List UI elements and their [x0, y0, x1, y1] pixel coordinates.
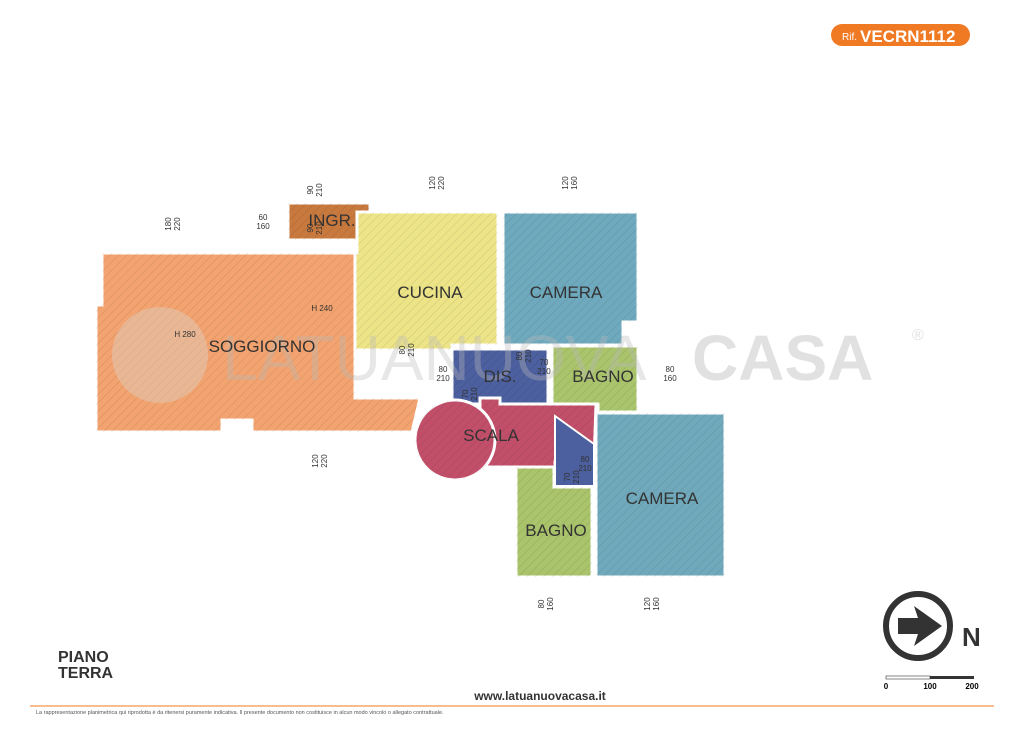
room-hatch — [596, 413, 725, 577]
room-label: CUCINA — [397, 283, 463, 302]
opening-dimension: 220 — [437, 176, 446, 190]
opening-dimension: 70 — [461, 389, 470, 398]
opening-dimension: 120 — [561, 176, 570, 190]
room-hatch — [355, 212, 498, 350]
opening-dimension: 120 — [428, 176, 437, 190]
opening-dimension: 210 — [407, 343, 416, 357]
height-label: H 240 — [311, 304, 333, 313]
opening-dimension: 160 — [570, 176, 579, 190]
opening-dimension: 80 — [515, 351, 524, 360]
opening-dimension: 210 — [470, 387, 479, 401]
ref-badge — [831, 24, 970, 46]
room-label: SCALA — [463, 426, 519, 445]
opening-dimension: 220 — [320, 454, 329, 468]
room — [554, 414, 595, 487]
scale-label: 100 — [923, 682, 937, 691]
ref-prefix: Rif. — [842, 32, 857, 43]
room-hatch — [415, 400, 495, 480]
room-label: SOGGIORNO — [209, 337, 316, 356]
watermark-logo — [112, 307, 208, 403]
room-label: BAGNO — [572, 367, 633, 386]
room-hatch — [288, 203, 370, 240]
opening-dimension: 120 — [311, 454, 320, 468]
floor-label: TERRA — [58, 665, 114, 682]
watermark: LATUANUOVA CASA ® — [112, 307, 924, 403]
opening-dimension: 210 — [315, 221, 324, 235]
scale-bar — [885, 675, 931, 680]
room-label: BAGNO — [525, 521, 586, 540]
room-hatch — [452, 349, 548, 404]
room-label: DIS. — [483, 367, 516, 386]
room-label: CAMERA — [626, 489, 699, 508]
height-label: H 280 — [174, 330, 196, 339]
opening-dimension: 160 — [256, 222, 270, 231]
room-hatch — [552, 346, 638, 412]
opening-dimension: 60 — [259, 213, 268, 222]
opening-dimension: 210 — [578, 464, 592, 473]
ref-code: VECRN1112 — [860, 27, 955, 46]
opening-dimension: 70 — [563, 472, 572, 481]
opening-dimension: 120 — [643, 597, 652, 611]
opening-dimension: 80 — [666, 365, 675, 374]
room-hatch — [516, 467, 592, 577]
room-label: CAMERA — [530, 283, 603, 302]
floor-label: PIANO — [58, 649, 109, 666]
compass-ring — [883, 591, 953, 661]
opening-dimension: 90 — [306, 223, 315, 232]
scale-label: 0 — [884, 682, 889, 691]
watermark-light: LATUANUOVA — [222, 322, 647, 394]
opening-dimension: 210 — [537, 367, 551, 376]
disclaimer: La rappresentazione planimetrica qui rip… — [36, 710, 444, 716]
opening-dimension: 160 — [652, 597, 661, 611]
room-hatch — [503, 212, 638, 345]
opening-dimension: 80 — [537, 599, 546, 608]
opening-dimension: 210 — [572, 470, 581, 484]
opening-dimension: 160 — [546, 597, 555, 611]
scale-bar — [930, 676, 974, 679]
opening-dimension: 80 — [439, 365, 448, 374]
room-label: INGR. — [308, 211, 355, 230]
compass-arrow — [898, 606, 942, 646]
opening-dimension: 90 — [306, 185, 315, 194]
rooms — [94, 201, 727, 579]
compass-label: N — [962, 622, 981, 652]
opening-dimension: 80 — [398, 345, 407, 354]
opening-dimension: 160 — [663, 374, 677, 383]
opening-dimension: 210 — [436, 374, 450, 383]
opening-dimension: 210 — [315, 183, 324, 197]
opening-dimension: 180 — [164, 217, 173, 231]
opening-dimension: 220 — [173, 217, 182, 231]
watermark-bold: CASA — [692, 322, 873, 394]
website: www.latuanuovacasa.it — [473, 689, 606, 703]
opening-dimension: 70 — [540, 358, 549, 367]
opening-dimension: 210 — [524, 349, 533, 363]
opening-dimension: 80 — [581, 455, 590, 464]
room-hatch — [96, 253, 420, 432]
watermark-mark: ® — [912, 327, 924, 344]
labels: SOGGIORNO INGR. CUCINA CAMERA DIS. BAGNO SCALA… — [164, 176, 699, 611]
scale-label: 200 — [965, 682, 979, 691]
